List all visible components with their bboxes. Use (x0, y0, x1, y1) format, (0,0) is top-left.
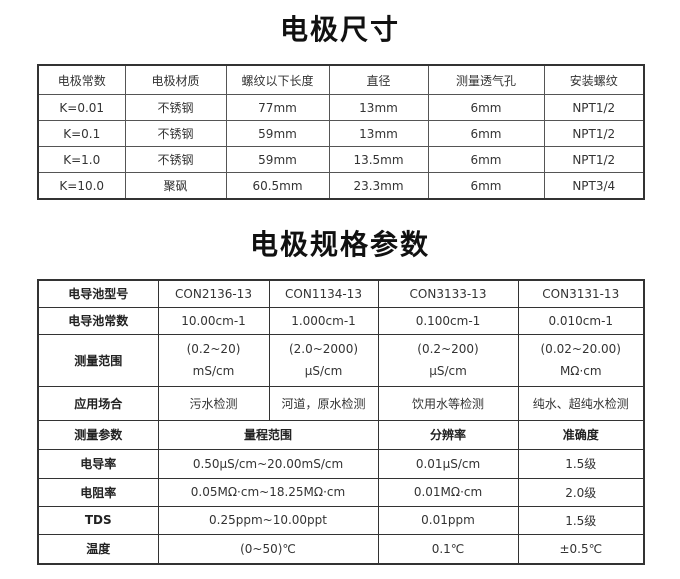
cell: K=10.0 (37, 172, 126, 200)
cell: 6mm (427, 172, 545, 200)
table-row: 应用场合 污水检测 河道，原水检测 饮用水等检测 纯水、超纯水检测 (37, 385, 645, 421)
cell: 不锈钢 (124, 120, 227, 147)
cell: 6mm (427, 146, 545, 173)
table-row: 电导池型号 CON2136-13 CON1134-13 CON3133-13 C… (37, 279, 645, 308)
param-header-row: 测量参数 量程范围 分辨率 准确度 (37, 419, 645, 450)
cell: CON1134-13 (268, 279, 379, 308)
cell: 0.1℃ (377, 533, 519, 565)
row-label: 电导率 (37, 448, 159, 479)
cell: NPT3/4 (543, 172, 645, 200)
header-cell: 测量透气孔 (427, 64, 545, 95)
cell: 13.5mm (328, 146, 429, 173)
cell: 77mm (225, 94, 330, 121)
table-row: 电导率 0.50μS/cm~20.00mS/cm 0.01μS/cm 1.5级 (37, 448, 645, 479)
table-row: K=10.0 聚砜 60.5mm 23.3mm 6mm NPT3/4 (37, 172, 645, 200)
cell: NPT1/2 (543, 146, 645, 173)
cell: 1.000cm-1 (268, 306, 379, 335)
cell: (0.02~20.00) MΩ·cm (517, 333, 645, 387)
table-header-row: 电极常数 电极材质 螺纹以下长度 直径 测量透气孔 安装螺纹 (37, 64, 645, 95)
table-row: 电导池常数 10.00cm-1 1.000cm-1 0.100cm-1 0.01… (37, 306, 645, 335)
cell: 聚砜 (124, 172, 227, 200)
row-label: 测量范围 (37, 333, 159, 387)
header-cell: 螺纹以下长度 (225, 64, 330, 95)
cell: 23.3mm (328, 172, 429, 200)
cell: K=0.01 (37, 94, 126, 121)
cell: ±0.5℃ (517, 533, 645, 565)
range-unit: MΩ·cm (559, 364, 602, 378)
table-row: TDS 0.25ppm~10.00ppt 0.01ppm 1.5级 (37, 505, 645, 535)
cell: (0~50)℃ (157, 533, 379, 565)
range-value: (0.2~200) (417, 342, 479, 356)
cell: 0.01ppm (377, 505, 519, 535)
table-row: 电阻率 0.05MΩ·cm~18.25MΩ·cm 0.01MΩ·cm 2.0级 (37, 477, 645, 507)
header-cell: 电极常数 (37, 64, 126, 95)
range-value: (0.02~20.00) (540, 342, 622, 356)
row-label: 温度 (37, 533, 159, 565)
range-unit: mS/cm (192, 364, 235, 378)
header-cell: 电极材质 (124, 64, 227, 95)
cell: 河道，原水检测 (268, 385, 379, 421)
cell: 1.5级 (517, 505, 645, 535)
cell: CON3131-13 (517, 279, 645, 308)
row-label: 电导池常数 (37, 306, 159, 335)
header-cell: 安装螺纹 (543, 64, 645, 95)
cell: 59mm (225, 146, 330, 173)
range-unit: μS/cm (429, 364, 467, 378)
cell: CON2136-13 (157, 279, 270, 308)
table-row: K=0.1 不锈钢 59mm 13mm 6mm NPT1/2 (37, 120, 645, 147)
cell: 6mm (427, 94, 545, 121)
cell: 0.50μS/cm~20.00mS/cm (157, 448, 379, 479)
cell: 2.0级 (517, 477, 645, 507)
cell: 13mm (328, 94, 429, 121)
cell: 饮用水等检测 (377, 385, 519, 421)
dimensions-table: 电极常数 电极材质 螺纹以下长度 直径 测量透气孔 安装螺纹 K=0.01 不锈钢… (37, 64, 645, 200)
range-value: (2.0~2000) (288, 342, 359, 356)
cell: 6mm (427, 120, 545, 147)
table-row: 温度 (0~50)℃ 0.1℃ ±0.5℃ (37, 533, 645, 565)
cell: 59mm (225, 120, 330, 147)
header-cell: 准确度 (517, 419, 645, 450)
cell: NPT1/2 (543, 120, 645, 147)
header-cell: 分辨率 (377, 419, 519, 450)
cell: NPT1/2 (543, 94, 645, 121)
table-row: K=1.0 不锈钢 59mm 13.5mm 6mm NPT1/2 (37, 146, 645, 173)
cell: (0.2~200) μS/cm (377, 333, 519, 387)
cell: 0.05MΩ·cm~18.25MΩ·cm (157, 477, 379, 507)
cell: 0.100cm-1 (377, 306, 519, 335)
cell: (0.2~20) mS/cm (157, 333, 270, 387)
row-label: 应用场合 (37, 385, 159, 421)
cell: 不锈钢 (124, 94, 227, 121)
cell: 0.010cm-1 (517, 306, 645, 335)
header-cell: 直径 (328, 64, 429, 95)
row-label: TDS (37, 505, 159, 535)
cell: 0.01μS/cm (377, 448, 519, 479)
row-label: 电导池型号 (37, 279, 159, 308)
cell: K=1.0 (37, 146, 126, 173)
cell: 60.5mm (225, 172, 330, 200)
cell: 0.01MΩ·cm (377, 477, 519, 507)
range-unit: μS/cm (304, 364, 343, 378)
table-row: 测量范围 (0.2~20) mS/cm (2.0~2000) μS/cm (0.2~… (37, 333, 645, 387)
header-cell: 测量参数 (37, 419, 159, 450)
cell: 污水检测 (157, 385, 270, 421)
row-label: 电阻率 (37, 477, 159, 507)
cell: 1.5级 (517, 448, 645, 479)
cell: K=0.1 (37, 120, 126, 147)
range-value: (0.2~20) (186, 342, 241, 356)
cell: 不锈钢 (124, 146, 227, 173)
cell: CON3133-13 (377, 279, 519, 308)
specs-table: 电导池型号 CON2136-13 CON1134-13 CON3133-13 C… (37, 279, 645, 565)
cell: 10.00cm-1 (157, 306, 270, 335)
table-row: K=0.01 不锈钢 77mm 13mm 6mm NPT1/2 (37, 94, 645, 121)
cell: 13mm (328, 120, 429, 147)
specs-title: 电极规格参数 (249, 228, 430, 261)
cell: 纯水、超纯水检测 (517, 385, 645, 421)
dimensions-title: 电极尺寸 (279, 13, 400, 46)
cell: (2.0~2000) μS/cm (268, 333, 379, 387)
header-cell: 量程范围 (157, 419, 379, 450)
cell: 0.25ppm~10.00ppt (157, 505, 379, 535)
